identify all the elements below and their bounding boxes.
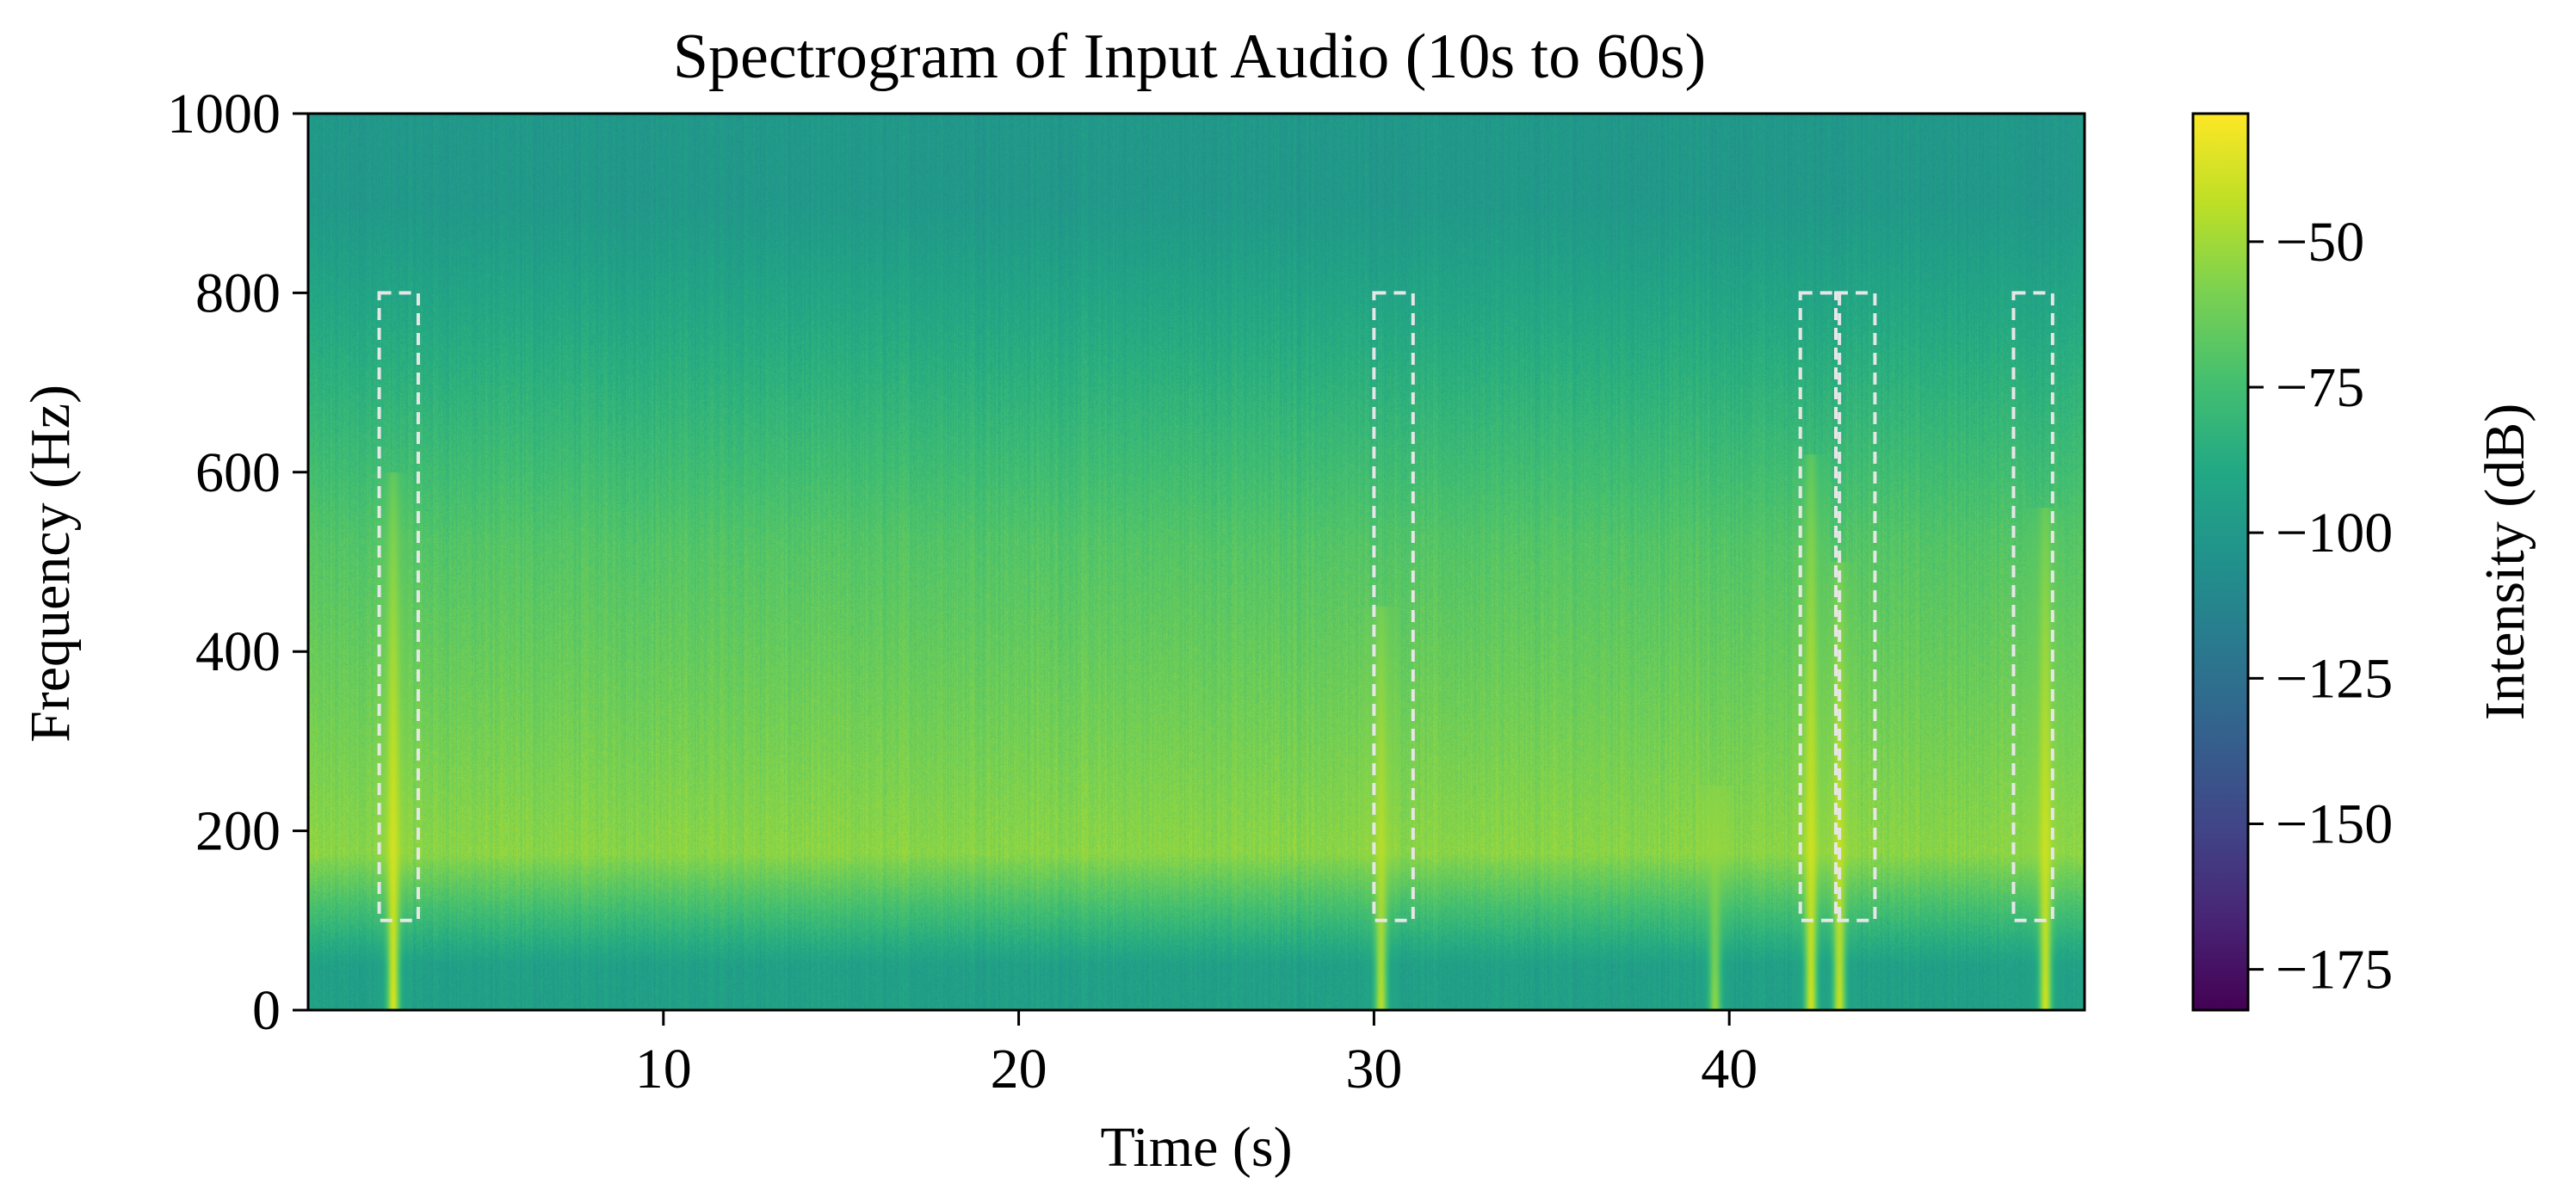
y-tick-label: 1000 [167,83,281,145]
colorbar-tick-label: −100 [2276,502,2393,564]
x-tick-label: 30 [1345,1038,1402,1100]
spectrogram-heatmap [308,114,2085,1010]
colorbar-tick-label: −125 [2276,647,2393,710]
colorbar-gradient [2193,114,2248,1010]
colorbar-ticks: −50 −75 −100 −125 −150 −175 [2248,211,2393,1002]
x-tick-label: 20 [991,1038,1047,1100]
x-axis: 10 20 30 40 [635,1010,1757,1100]
x-tick-label: 40 [1701,1038,1757,1100]
plot-area [306,112,2086,1012]
x-axis-label: Time (s) [1100,1116,1292,1179]
highlight-box [377,291,420,922]
highlight-box [1372,291,1415,922]
y-axis: 0 200 400 600 800 1000 [167,83,308,1042]
y-tick-label: 600 [195,441,281,504]
highlight-box [1834,291,1877,922]
highlighted-regions [377,291,2054,922]
highlight-box [1798,291,1842,922]
colorbar-tick-label: −150 [2276,792,2393,855]
x-tick-label: 10 [635,1038,692,1100]
y-tick-label: 200 [195,800,281,863]
y-axis-label: Frequency (Hz) [19,385,82,743]
colorbar: −50 −75 −100 −125 −150 −175 [2191,112,2393,1012]
y-tick-label: 400 [195,620,281,683]
colorbar-frame [2191,112,2250,1012]
y-tick-label: 800 [195,262,281,324]
colorbar-label: Intensity (dB) [2474,404,2536,720]
colorbar-tick-label: −50 [2276,211,2364,274]
y-tick-label: 0 [252,979,281,1042]
colorbar-tick-label: −175 [2276,939,2393,1002]
highlight-box [2011,291,2054,922]
plot-frame [306,112,2086,1012]
chart-title: Spectrogram of Input Audio (10s to 60s) [673,22,1706,92]
colorbar-tick-label: −75 [2276,356,2364,419]
